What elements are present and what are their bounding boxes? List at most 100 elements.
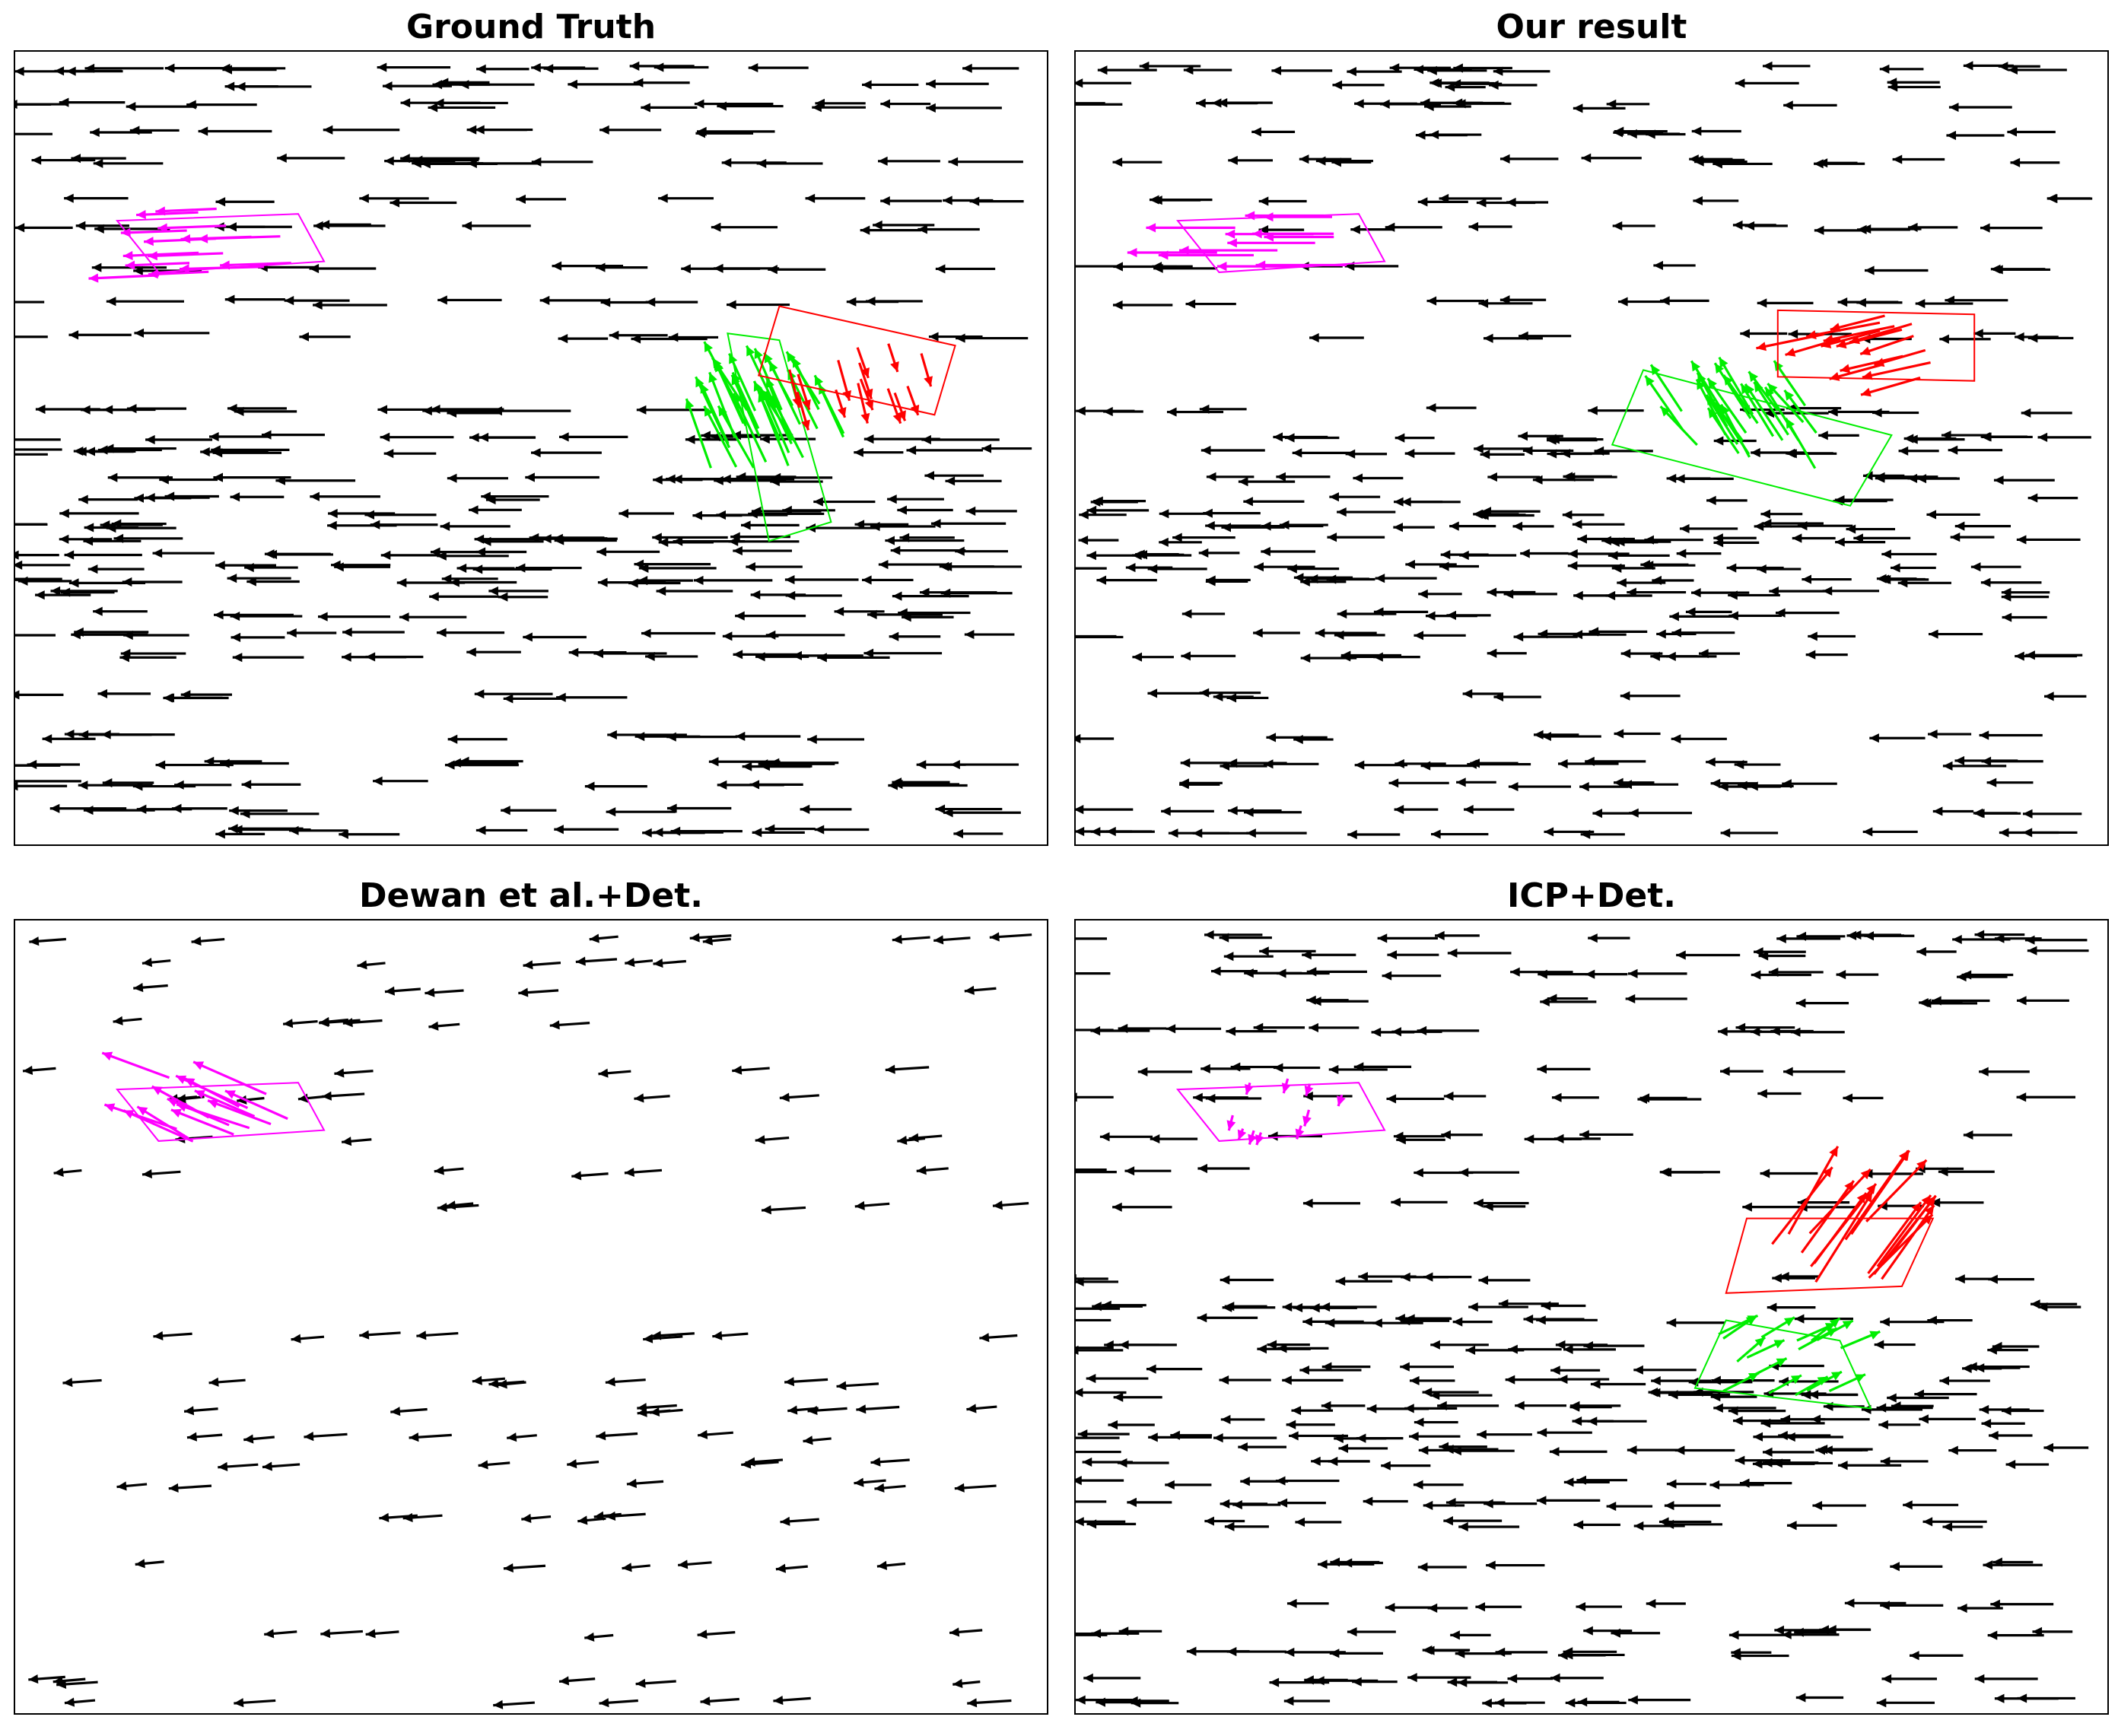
motion-arrow bbox=[364, 510, 437, 520]
motion-arrow bbox=[1990, 1599, 2054, 1609]
motion-arrow bbox=[1872, 408, 1919, 418]
motion-arrow bbox=[1261, 521, 1324, 531]
motion-arrow bbox=[1523, 1314, 1585, 1324]
motion-arrow bbox=[1387, 950, 1439, 960]
motion-arrow bbox=[589, 933, 619, 943]
motion-arrow bbox=[1802, 574, 1852, 584]
motion-arrow bbox=[14, 223, 73, 233]
motion-arrow bbox=[1201, 445, 1265, 456]
motion-arrow bbox=[1627, 1445, 1681, 1455]
motion-arrow bbox=[1478, 1275, 1531, 1285]
motion-arrow bbox=[711, 222, 778, 232]
object-motion-arrow bbox=[1859, 335, 1914, 356]
motion-arrow bbox=[878, 559, 950, 570]
motion-arrow bbox=[1132, 652, 1174, 662]
motion-arrow bbox=[1204, 1516, 1245, 1526]
motion-arrow bbox=[213, 472, 291, 482]
motion-arrow bbox=[1606, 99, 1650, 109]
motion-arrow bbox=[215, 197, 275, 207]
motion-arrow bbox=[1287, 564, 1340, 574]
motion-arrow bbox=[694, 99, 774, 109]
motion-arrow bbox=[1544, 827, 1595, 837]
motion-arrow bbox=[1137, 550, 1185, 560]
motion-arrow bbox=[1405, 559, 1457, 570]
motion-arrow bbox=[666, 803, 732, 813]
motion-arrow bbox=[2043, 1442, 2089, 1453]
motion-arrow bbox=[2047, 193, 2093, 204]
object-motion-arrow bbox=[1806, 1370, 1843, 1392]
motion-arrow bbox=[989, 932, 1032, 942]
motion-arrow bbox=[645, 651, 698, 662]
motion-arrow bbox=[1689, 154, 1733, 164]
motion-arrow bbox=[1309, 332, 1364, 343]
object-motion-arrow bbox=[1255, 1132, 1264, 1146]
motion-arrow bbox=[1311, 997, 1369, 1006]
motion-arrow bbox=[770, 476, 823, 487]
motion-arrow bbox=[390, 198, 457, 208]
motion-arrow bbox=[1159, 509, 1208, 519]
motion-arrow bbox=[1505, 1375, 1564, 1385]
motion-arrow bbox=[87, 564, 145, 574]
motion-arrow bbox=[1794, 1314, 1853, 1324]
object-motion-arrow bbox=[728, 352, 757, 412]
motion-arrow bbox=[1776, 933, 1841, 943]
motion-arrow bbox=[488, 586, 549, 596]
motion-arrow bbox=[119, 653, 176, 663]
object-motion-arrow bbox=[1245, 1082, 1254, 1095]
object-motion-arrow bbox=[730, 374, 761, 437]
motion-arrow bbox=[1391, 1197, 1448, 1207]
motion-arrow bbox=[1916, 946, 1957, 957]
motion-arrow bbox=[1922, 1517, 1987, 1527]
motion-arrow bbox=[1646, 1598, 1686, 1609]
motion-arrow bbox=[552, 261, 624, 271]
motion-arrow bbox=[1735, 1455, 1791, 1465]
motion-arrow bbox=[1337, 609, 1397, 619]
motion-arrow bbox=[1950, 533, 1995, 542]
motion-arrow bbox=[1185, 299, 1236, 309]
object-motion-arrow bbox=[699, 382, 730, 444]
motion-arrow bbox=[1568, 548, 1630, 559]
motion-arrow bbox=[741, 520, 800, 530]
motion-arrow bbox=[1439, 561, 1480, 571]
motion-arrow bbox=[136, 804, 192, 814]
motion-arrow bbox=[1676, 950, 1741, 960]
motion-arrow bbox=[14, 523, 48, 526]
motion-arrow bbox=[1754, 947, 1806, 957]
motion-arrow bbox=[1220, 1414, 1265, 1425]
motion-arrow bbox=[1633, 1365, 1697, 1375]
motion-arrow bbox=[1650, 1388, 1713, 1397]
motion-arrow bbox=[1787, 449, 1837, 459]
motion-arrow bbox=[1494, 1698, 1545, 1708]
motion-arrow bbox=[1082, 1457, 1133, 1467]
motion-arrow bbox=[1271, 65, 1333, 75]
motion-arrow bbox=[1606, 1501, 1653, 1512]
motion-arrow bbox=[462, 221, 531, 231]
motion-arrow bbox=[530, 448, 602, 458]
motion-arrow bbox=[641, 628, 716, 638]
motion-arrow bbox=[1980, 577, 2042, 587]
motion-arrow bbox=[1668, 1390, 1731, 1400]
motion-arrow bbox=[935, 264, 996, 274]
motion-arrow bbox=[59, 508, 139, 518]
motion-arrow bbox=[1304, 1675, 1348, 1685]
motion-arrow bbox=[1551, 1092, 1599, 1102]
motion-arrow bbox=[1197, 1163, 1250, 1174]
motion-arrow bbox=[14, 577, 62, 580]
motion-arrow bbox=[940, 588, 1013, 598]
motion-arrow bbox=[1769, 587, 1826, 596]
motion-arrow bbox=[297, 1093, 326, 1103]
motion-arrow bbox=[66, 66, 123, 76]
motion-arrow bbox=[1181, 609, 1226, 619]
motion-arrow bbox=[1074, 567, 1107, 570]
object-motion-arrow bbox=[148, 269, 209, 279]
motion-arrow bbox=[299, 332, 351, 342]
motion-arrow bbox=[243, 1434, 275, 1444]
motion-arrow bbox=[1393, 1131, 1445, 1141]
motion-arrow bbox=[1627, 587, 1687, 597]
motion-arrow bbox=[1890, 1562, 1943, 1572]
motion-arrow bbox=[654, 62, 709, 72]
motion-arrow bbox=[2031, 1299, 2078, 1309]
motion-arrow bbox=[1306, 967, 1367, 977]
motion-arrow bbox=[784, 574, 859, 585]
motion-arrow bbox=[1112, 157, 1162, 167]
